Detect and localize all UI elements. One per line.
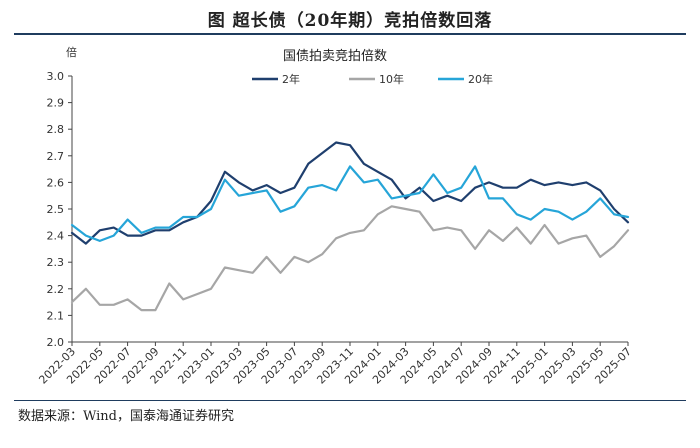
y-tick-label: 2.9 [47,97,65,110]
y-tick-label: 2.2 [47,283,65,296]
data-source: 数据来源：Wind，国泰海通证券研究 [18,409,234,424]
footer-rule [14,400,686,401]
legend: 2年 10年 20年 [252,72,493,86]
y-tick-label: 2.1 [47,309,65,322]
series-line-20年 [70,165,630,242]
legend-label: 2年 [282,72,300,86]
chart-title: 国债拍卖竞拍倍数 [283,48,387,64]
y-tick-label: 2.7 [47,150,65,163]
series-line-10年 [70,205,630,312]
y-tick-label: 2.3 [47,256,65,269]
y-axis: 3.0 2.9 2.8 2.7 2.6 2.5 2.4 2.3 2.2 2.1 2.0 [47,70,73,349]
y-tick-label: 2.0 [47,336,65,349]
y-tick-label: 2.8 [47,123,65,136]
title-rule [14,33,686,35]
series-lines [70,141,630,312]
y-tick-label: 2.6 [47,176,65,189]
figure-title: 图 超长债（20年期）竞拍倍数回落 [207,11,493,31]
y-axis-label: 倍 [66,45,77,59]
legend-label: 10年 [379,72,404,86]
x-axis: 2022-032022-052022-072022-092022-112023-… [36,341,634,387]
legend-label: 20年 [468,72,493,86]
y-tick-label: 2.5 [47,203,65,216]
line-chart: 倍 国债拍卖竞拍倍数 2年 10年 20年 3.0 2.9 2.8 2.7 2.6 2.5 2.… [36,45,634,387]
y-tick-label: 3.0 [47,70,65,83]
series-line-2年 [70,141,630,245]
y-tick-label: 2.4 [47,230,65,243]
